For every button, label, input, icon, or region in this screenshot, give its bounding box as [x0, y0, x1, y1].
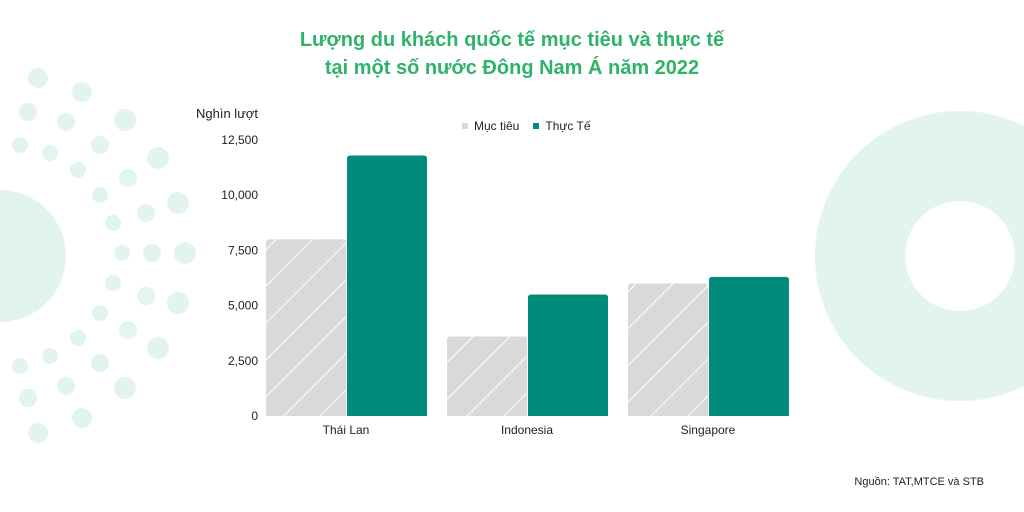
- y-tick-label: 10,000: [221, 188, 258, 202]
- legend-label-target: Mục tiêu: [474, 119, 520, 133]
- decor-dot: [42, 348, 58, 364]
- decor-dot: [19, 103, 37, 121]
- decor-dot: [167, 292, 189, 314]
- legend-swatch-target: [462, 123, 468, 129]
- decor-dot: [70, 162, 86, 178]
- decor-dot: [119, 321, 137, 339]
- decor-dot: [114, 109, 136, 131]
- decor-dot: [147, 337, 169, 359]
- bar-actual-2: [709, 276, 789, 416]
- decor-dot: [12, 358, 28, 374]
- legend-item-target: Mục tiêu: [462, 119, 519, 133]
- decor-dot: [167, 192, 189, 214]
- y-axis-label: Nghìn lượt: [196, 106, 259, 121]
- chart-title-line1: Lượng du khách quốc tế mục tiêu và thực …: [299, 29, 725, 51]
- decor-dot: [174, 242, 196, 264]
- decor-dot: [137, 204, 155, 222]
- y-tick-label: 12,500: [221, 133, 258, 147]
- decor-dot: [105, 275, 121, 291]
- decor-dot: [72, 408, 92, 428]
- bar-actual-0: [347, 155, 427, 416]
- decor-dot: [119, 169, 137, 187]
- y-tick-label: 2,500: [228, 354, 258, 368]
- legend-item-actual: Thực Tế: [533, 119, 591, 133]
- decor-dot: [28, 68, 48, 88]
- legend-swatch-actual: [533, 123, 540, 129]
- x-tick-label: Singapore: [681, 423, 736, 437]
- decor-dot: [105, 215, 121, 231]
- y-tick-label: 5,000: [228, 299, 258, 313]
- decor-dot: [91, 354, 109, 372]
- decor-half-circle: [0, 190, 66, 322]
- y-tick-label: 0: [251, 409, 258, 423]
- decor-dot: [114, 377, 136, 399]
- x-tick-label: Indonesia: [501, 423, 553, 437]
- chart-title-line2: tại một số nước Đông Nam Á năm 2022: [324, 57, 700, 79]
- source-note: Nguồn: TAT,MTCE và STB: [854, 476, 984, 488]
- bar-target-1: [447, 336, 527, 416]
- decor-dot: [147, 147, 169, 169]
- decor-ring: [815, 111, 1024, 401]
- decor-dot: [91, 136, 109, 154]
- decor-dot: [19, 389, 37, 407]
- bar-target-0: [266, 239, 346, 416]
- decor-dot: [137, 287, 155, 305]
- decor-dot: [42, 145, 58, 161]
- decor-dot: [12, 137, 28, 153]
- decor-dot: [92, 305, 108, 321]
- bar-target-2: [628, 283, 708, 416]
- decor-dot: [72, 82, 92, 102]
- legend: Mục tiêu Thực Tế: [462, 119, 605, 133]
- legend-label-actual: Thực Tế: [545, 119, 591, 133]
- x-tick-label: Thái Lan: [323, 423, 370, 437]
- decor-dot: [57, 377, 75, 395]
- decor-dot: [114, 245, 130, 261]
- decor-dot: [143, 244, 161, 262]
- decor-dot: [28, 423, 48, 443]
- decor-dot: [57, 113, 75, 131]
- decor-dot: [92, 187, 108, 203]
- decor-dot: [70, 330, 86, 346]
- bar-actual-1: [528, 294, 608, 416]
- y-tick-label: 7,500: [228, 243, 258, 257]
